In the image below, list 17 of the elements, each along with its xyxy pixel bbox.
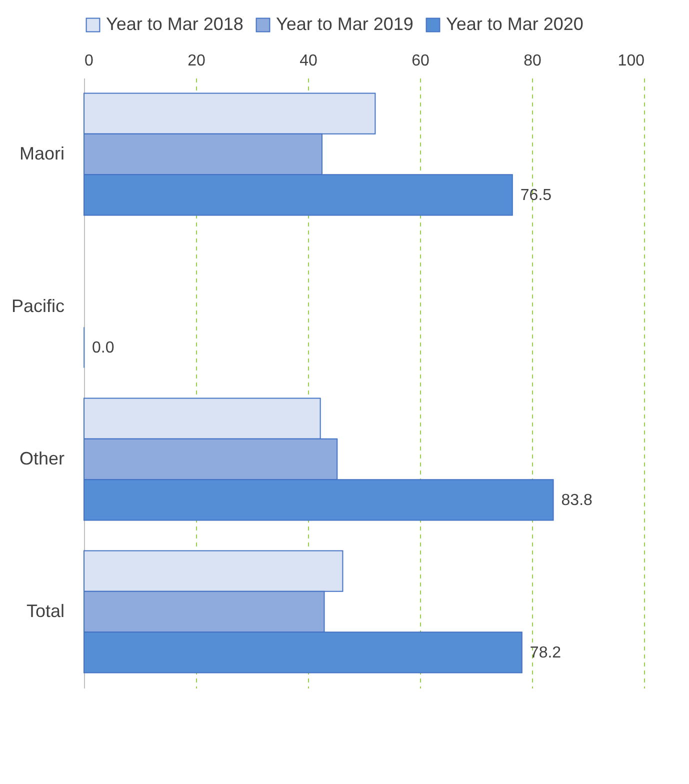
y-tick-label: Pacific xyxy=(11,296,64,316)
legend-label: Year to Mar 2019 xyxy=(276,14,414,34)
x-tick-label: 20 xyxy=(188,52,206,70)
y-tick-label: Total xyxy=(26,600,64,621)
y-tick-label: Other xyxy=(19,448,64,468)
data-label: 0.0 xyxy=(92,339,114,356)
data-label: 76.5 xyxy=(520,186,552,204)
x-tick-label: 60 xyxy=(412,52,430,70)
x-tick-label: 0 xyxy=(84,52,94,70)
x-tick-label: 80 xyxy=(524,52,542,70)
x-tick-label: 40 xyxy=(300,52,318,70)
data-label: 78.2 xyxy=(530,644,562,662)
legend-label: Year to Mar 2018 xyxy=(106,14,244,34)
y-tick-label: Maori xyxy=(19,143,64,164)
data-label: 83.8 xyxy=(561,492,593,509)
x-tick-label: 100 xyxy=(618,52,645,70)
legend-label: Year to Mar 2020 xyxy=(446,14,584,34)
